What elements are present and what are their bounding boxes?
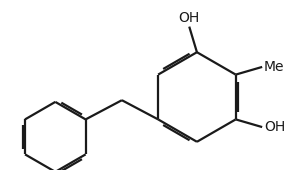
Text: OH: OH — [178, 11, 200, 25]
Text: Me: Me — [264, 60, 284, 74]
Text: OH: OH — [264, 120, 285, 134]
